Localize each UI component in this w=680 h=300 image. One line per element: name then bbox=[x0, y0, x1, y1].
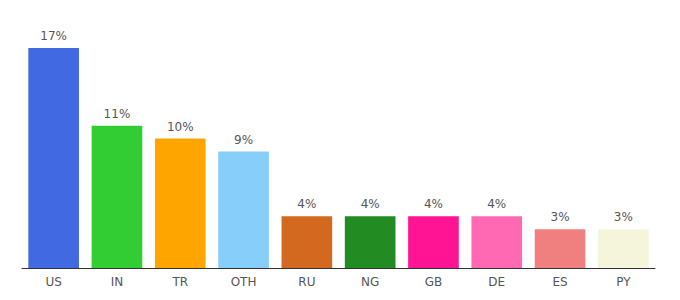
svg-text:PY: PY bbox=[616, 275, 631, 289]
svg-text:US: US bbox=[45, 275, 61, 289]
svg-text:4%: 4% bbox=[361, 197, 380, 211]
svg-text:GB: GB bbox=[425, 275, 443, 289]
svg-text:4%: 4% bbox=[487, 197, 506, 211]
svg-text:ES: ES bbox=[552, 275, 567, 289]
svg-text:17%: 17% bbox=[40, 29, 67, 43]
svg-text:4%: 4% bbox=[424, 197, 443, 211]
svg-text:11%: 11% bbox=[104, 107, 131, 121]
svg-text:4%: 4% bbox=[297, 197, 316, 211]
svg-text:9%: 9% bbox=[234, 133, 253, 147]
svg-text:OTH: OTH bbox=[231, 275, 257, 289]
svg-text:3%: 3% bbox=[614, 210, 633, 224]
svg-text:IN: IN bbox=[111, 275, 124, 289]
svg-text:NG: NG bbox=[361, 275, 379, 289]
svg-text:RU: RU bbox=[298, 275, 315, 289]
svg-text:TR: TR bbox=[171, 275, 188, 289]
svg-text:3%: 3% bbox=[551, 210, 570, 224]
svg-text:10%: 10% bbox=[167, 120, 194, 134]
svg-text:DE: DE bbox=[488, 275, 505, 289]
